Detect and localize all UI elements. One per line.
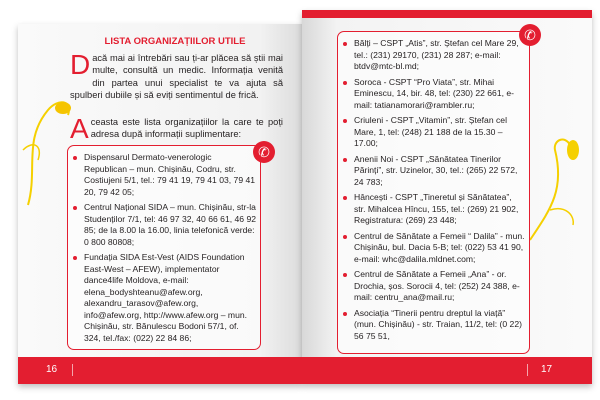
page-number-right: 17: [541, 364, 553, 375]
list-item: Hâncești - CSPT „Tineretul și Sănătatea”…: [343, 192, 525, 227]
page-title: LISTA ORGANIZAȚIILOR UTILE: [104, 36, 246, 47]
phone-icon: ✆: [519, 24, 541, 46]
list-item: Centrul Național SIDA – mun. Chișinău, s…: [73, 202, 257, 247]
phone-icon: ✆: [253, 141, 275, 163]
divider: [72, 364, 73, 376]
footer-bar-left: [18, 357, 302, 384]
drop-cap: D: [70, 49, 91, 80]
list-item: Centrul de Sănătate a Femeii “ Dalila” -…: [343, 230, 525, 264]
list-item: Dispensarul Dermato-venerologic Republic…: [73, 152, 256, 197]
floral-decoration-right: [529, 138, 579, 241]
list-item: Anenii Noi - CSPT „Sănătatea Tinerilor P…: [343, 154, 525, 189]
intro-text: acă mai ai întrebări sau ți-ar plăcea să…: [70, 53, 283, 101]
organization-list-box: Bălți – CSPT „Atis”, str. Ștefan cel Mar…: [337, 31, 530, 354]
list-item: Criuleni - CSPT „Vitamin”, str. Ștefan c…: [343, 115, 525, 150]
list-item: Centrul de Sănătate a Femeii „Ana” - or.…: [343, 269, 525, 304]
page-number-left: 16: [46, 364, 58, 375]
list-item: Fundația SIDA Est-Vest (AIDS Foundation …: [73, 252, 256, 344]
footer-bar-right: [302, 357, 592, 384]
organization-list-box: Dispensarul Dermato-venerologic Republic…: [67, 145, 261, 350]
divider: [527, 364, 528, 376]
floral-decoration-left: [22, 101, 71, 206]
list-item: Asociația “Tinerii pentru dreptul la via…: [343, 308, 525, 343]
list-item: Bălți – CSPT „Atis”, str. Ștefan cel Mar…: [343, 38, 525, 73]
top-red-stripe: [302, 10, 592, 18]
list-intro-text: ceasta este lista organizațiilor la care…: [90, 117, 283, 140]
drop-cap: A: [70, 113, 89, 144]
list-item: Soroca - CSPT “Pro Viata”, str. Mihai Em…: [343, 77, 525, 112]
